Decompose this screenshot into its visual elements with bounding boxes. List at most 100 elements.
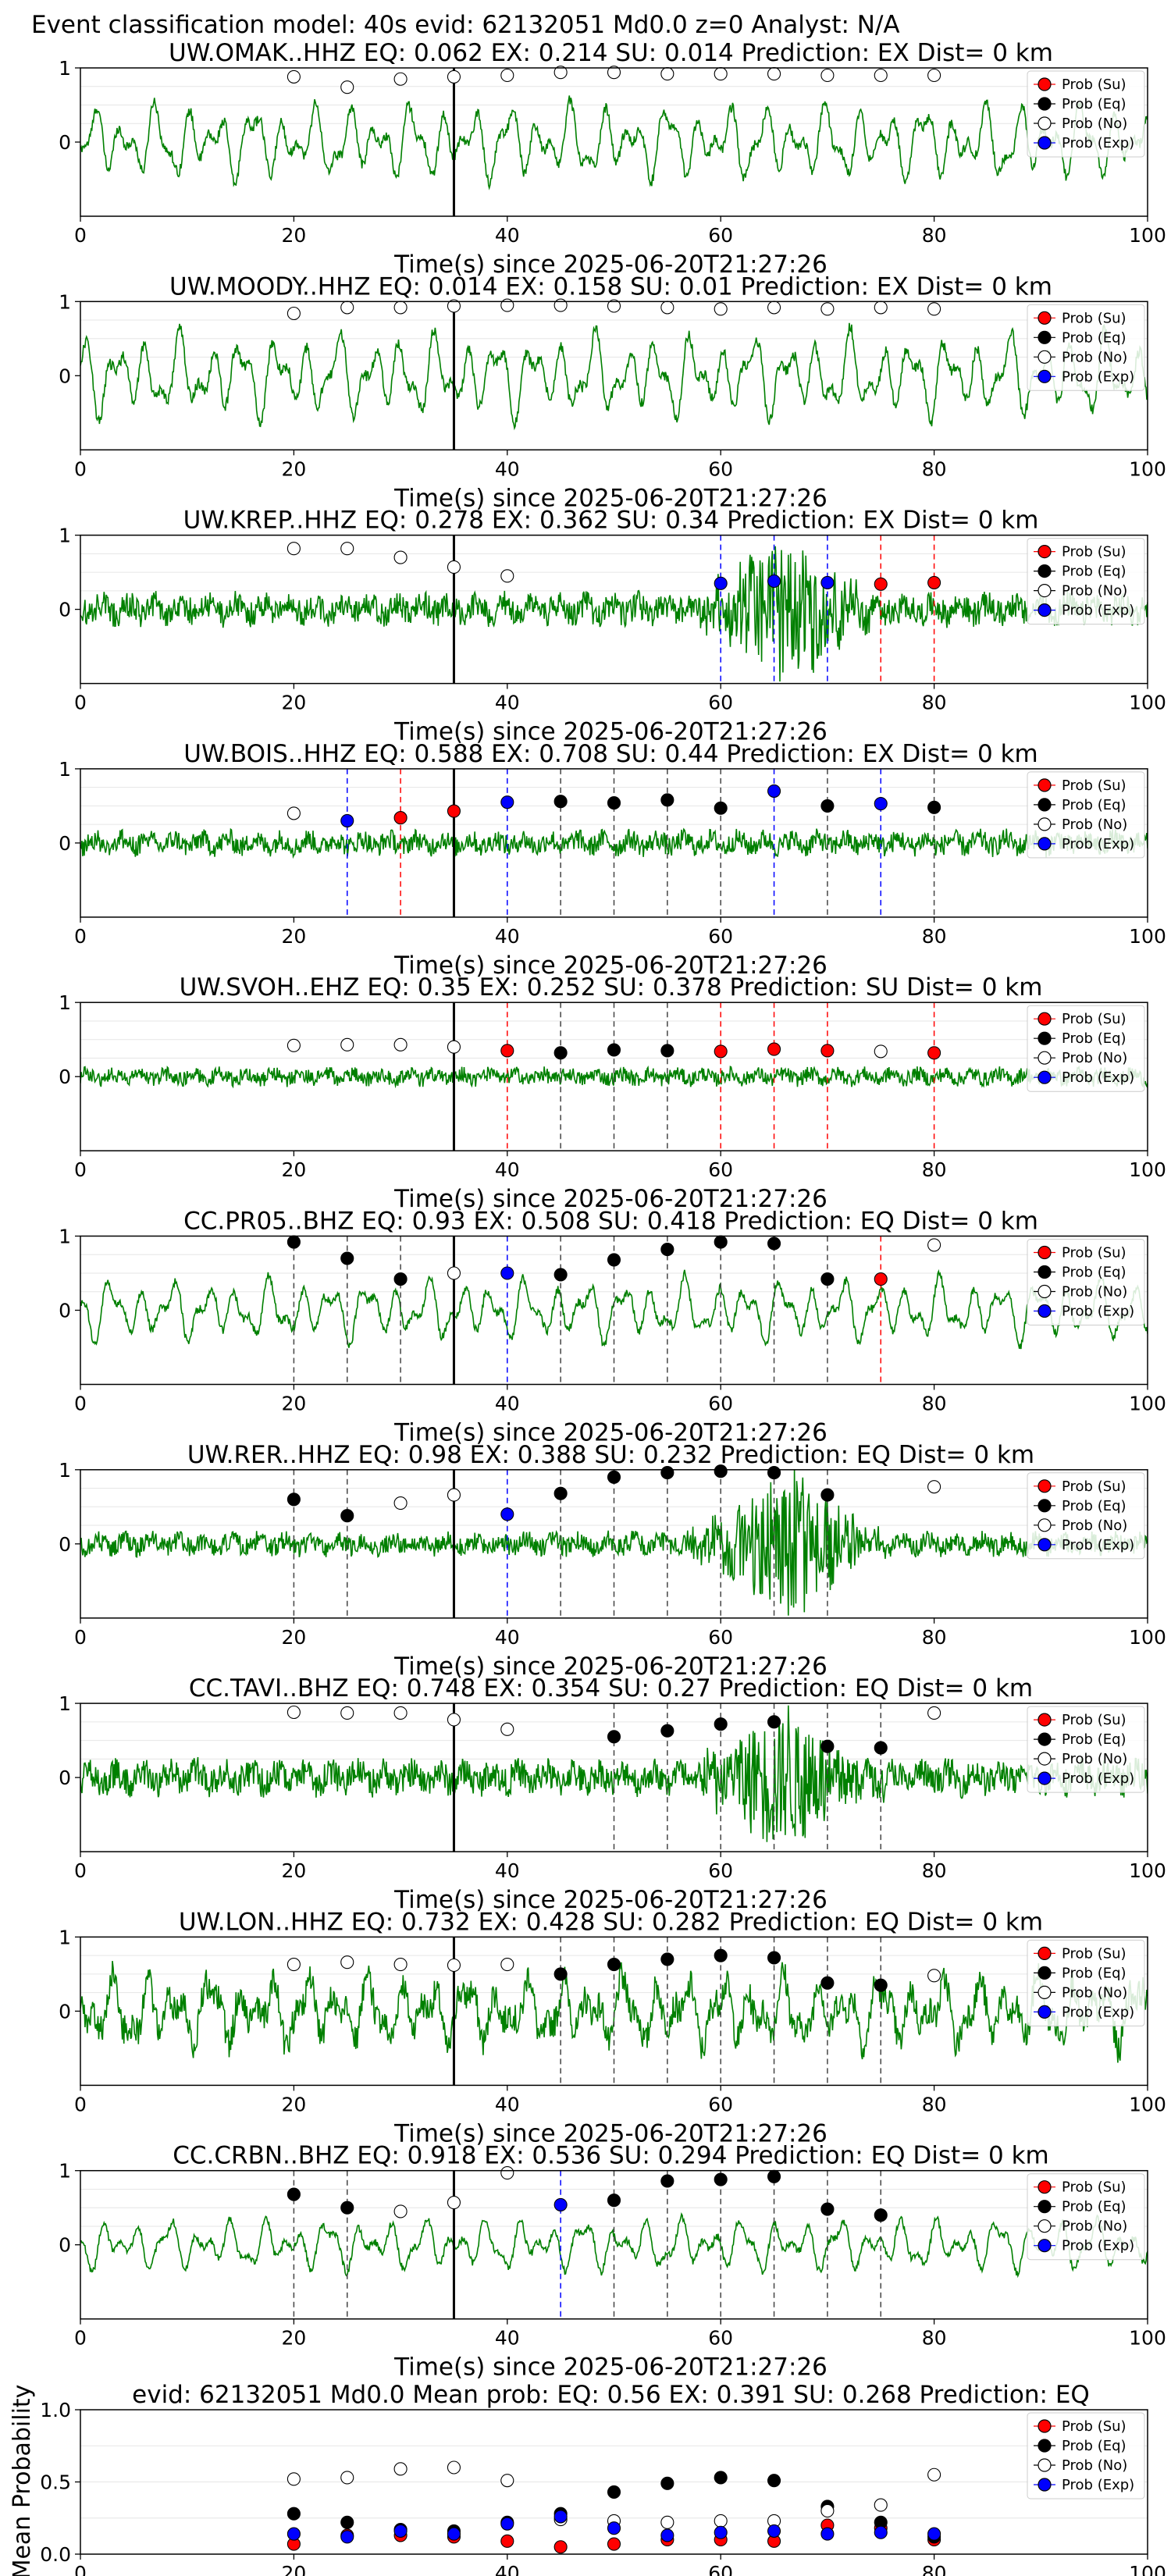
panel-5-prob-marker-eq [660,1044,674,1058]
mean-panel-legend-marker-exp [1038,2478,1052,2492]
panel-6-prob-marker-eq [660,1243,674,1257]
panel-1-xlabel: Time(s) since 2025-06-20T21:27:26 [393,251,828,279]
mean-prob-point-no [287,2472,301,2486]
panel-6-legend-label-no: Prob (No) [1062,1284,1127,1300]
panel-4-prob-marker-su [393,811,408,825]
panel-4-legend-label-su: Prob (Su) [1062,777,1127,794]
panel-5-plot-area [80,1002,1148,1151]
panel-1-title: UW.OMAK..HHZ EQ: 0.062 EX: 0.214 SU: 0.0… [169,39,1053,67]
mean-prob-point-eq [340,2515,354,2529]
panel-3-prob-marker-exp [767,574,781,589]
mean-panel-xtick-label: 60 [708,2562,733,2576]
panel-4-prob-marker-no [287,806,301,820]
panel-5-prob-marker-eq [553,1046,568,1060]
panel-10-xtick-label: 40 [495,2327,520,2350]
panel-7-plot-area [80,1469,1148,1618]
panel-5-prob-marker-no [340,1037,354,1051]
panel-9-legend-marker-eq [1038,1966,1052,1980]
panel-7-waveform [80,1469,1148,1616]
panel-1-legend-label-su: Prob (Su) [1062,76,1127,93]
panel-3-xtick-label: 80 [922,692,947,714]
panel-10-legend-label-no: Prob (No) [1062,2218,1127,2235]
panel-10-xlabel: Time(s) since 2025-06-20T21:27:26 [393,2354,828,2382]
panel-1-prob-marker-no [500,68,514,83]
panel-10-legend-label-eq: Prob (Eq) [1062,2199,1127,2215]
panel-9-axes-frame [80,1936,1148,2087]
panel-7-xlabel: Time(s) since 2025-06-20T21:27:26 [393,1653,828,1681]
mean-panel-legend-label-exp: Prob (Exp) [1062,2477,1134,2493]
mean-prob-point-exp [447,2527,461,2541]
panel-2-legend-label-no: Prob (No) [1062,349,1127,365]
mean-prob-point-exp [393,2524,408,2538]
panel-7-prob-marker-eq [714,1464,728,1478]
panel-6-xtick-label: 100 [1129,1393,1166,1415]
panel-4-legend-marker-eq [1038,798,1052,812]
panel-8-xtick-label: 20 [281,1859,306,1882]
panel-1-ytick-label: 0 [59,131,71,154]
panel-10-prob-marker-exp [553,2197,568,2211]
panel-4-prob-marker-su [447,804,461,818]
panel-3-legend-marker-su [1038,544,1052,559]
panel-10-xtick-label: 20 [281,2327,306,2350]
panel-2-xlabel: Time(s) since 2025-06-20T21:27:26 [393,484,828,512]
panel-9-waveform [80,1961,1148,2063]
panel-6-xtick-label: 20 [281,1393,306,1415]
panel-8: CC.TAVI..BHZ EQ: 0.748 EX: 0.354 SU: 0.2… [59,1674,1166,1914]
panel-6-prob-marker-eq [287,1235,301,1249]
panel-5-prob-marker-no [393,1037,408,1051]
mean-prob-point-eq [607,2485,621,2499]
panel-8-legend-label-no: Prob (No) [1062,1751,1127,1767]
panel-2-xtick-label: 40 [495,457,520,480]
panel-5-legend-label-no: Prob (No) [1062,1050,1127,1066]
panel-3-xtick-label: 40 [495,692,520,714]
mean-panel-xtick-label: 40 [495,2562,520,2576]
panel-7-prob-marker-no [393,1496,408,1510]
panel-1-xtick-label: 100 [1129,224,1166,247]
panel-2-prob-marker-no [607,299,621,313]
mean-prob-point-eq [767,2474,781,2488]
panel-5-xtick-label: 20 [281,1158,306,1181]
panel-5-prob-marker-no [447,1040,461,1054]
panel-2-legend-marker-no [1038,350,1052,364]
panel-1-ytick-label: 1 [59,57,71,80]
panel-6-prob-marker-eq [393,1272,408,1286]
mean-panel-ytick-label: 1.0 [40,2399,71,2421]
panel-3-legend-marker-no [1038,583,1052,598]
panel-10-legend-label-su: Prob (Su) [1062,2179,1127,2196]
panel-3-legend-box [1027,538,1145,625]
panel-6-axes-frame [80,1235,1148,1386]
panel-5-legend-marker-su [1038,1012,1052,1026]
panel-5-ytick-label: 1 [59,991,71,1014]
panel-9-prob-marker-no [340,1955,354,1969]
mean-prob-point-exp [340,2530,354,2544]
panel-9-prob-marker-no [393,1958,408,1972]
panel-10-axes-frame [80,2169,1148,2320]
panel-2-prob-marker-no [767,301,781,315]
figure-suptitle: Event classification model: 40s evid: 62… [31,11,900,39]
panel-2-legend-box [1027,304,1145,391]
panel-9-legend-marker-su [1038,1946,1052,1960]
panel-10-prob-marker-eq [874,2208,888,2222]
panel-5-xtick-label: 40 [495,1158,520,1181]
panel-8-prob-marker-no [287,1705,301,1720]
panel-8-prob-marker-no [500,1722,514,1736]
panel-7-legend-marker-no [1038,1518,1052,1532]
panel-9-xlabel: Time(s) since 2025-06-20T21:27:26 [393,2119,828,2147]
panel-2-ytick-label: 0 [59,365,71,387]
panel-10-title: CC.CRBN..BHZ EQ: 0.918 EX: 0.536 SU: 0.2… [173,2142,1049,2170]
panel-2-legend-label-eq: Prob (Eq) [1062,329,1127,346]
panel-2-legend-label-su: Prob (Su) [1062,310,1127,326]
panel-3-prob-marker-no [287,542,301,556]
panel-9-prob-marker-eq [767,1951,781,1965]
panel-9-legend-box [1027,1939,1145,2026]
panel-1-prob-marker-no [660,67,674,81]
panel-5-xtick-label: 80 [922,1158,947,1181]
panel-10-legend-marker-no [1038,2219,1052,2233]
panel-8-xtick-label: 40 [495,1859,520,1882]
panel-9: UW.LON..HHZ EQ: 0.732 EX: 0.428 SU: 0.28… [59,1908,1166,2147]
mean-prob-point-exp [500,2517,514,2531]
panel-6-legend-label-su: Prob (Su) [1062,1245,1127,1261]
panel-3-title: UW.KREP..HHZ EQ: 0.278 EX: 0.362 SU: 0.3… [183,507,1039,535]
panel-7-prob-marker-no [927,1480,941,1494]
